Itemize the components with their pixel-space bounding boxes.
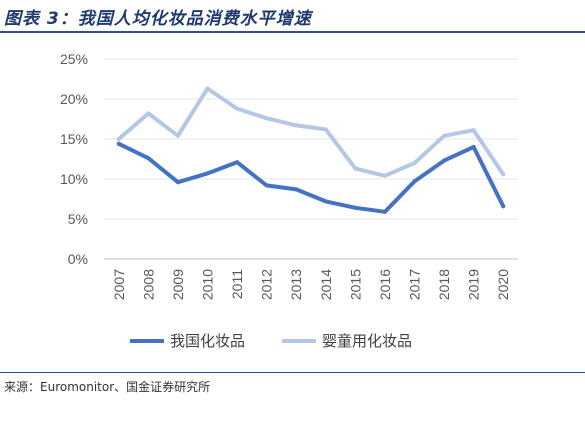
series-line-2	[116, 86, 506, 178]
data-point	[501, 204, 506, 209]
title-divider	[0, 31, 585, 33]
data-point	[205, 171, 210, 176]
data-point	[235, 106, 240, 111]
data-point	[412, 179, 417, 184]
y-tick-label: 0%	[68, 251, 88, 267]
data-point	[175, 133, 180, 138]
x-tick-label: 2019	[466, 269, 482, 300]
x-tick-label: 2007	[111, 269, 127, 300]
data-point	[264, 183, 269, 188]
figure-title: 图表 3：我国人均化妆品消费水平增速	[4, 9, 312, 29]
series-line-1	[116, 141, 506, 214]
y-tick-label: 15%	[60, 131, 88, 147]
data-point	[353, 166, 358, 171]
legend-label: 婴童用化妆品	[322, 332, 412, 350]
figure-source: 来源：Euromonitor、国金证券研究所	[4, 380, 211, 394]
x-tick-label: 2009	[170, 269, 186, 300]
x-tick-label: 2018	[436, 269, 452, 300]
data-point	[175, 180, 180, 185]
data-point	[264, 116, 269, 121]
data-point	[471, 145, 476, 149]
data-point	[382, 173, 387, 178]
data-point	[235, 160, 240, 165]
x-tick-label: 2020	[495, 269, 511, 300]
data-point	[471, 128, 476, 133]
series-lines	[116, 86, 506, 214]
gridlines	[104, 58, 518, 260]
data-point	[146, 111, 151, 116]
x-tick-label: 2011	[229, 269, 245, 299]
y-axis-ticks: 0% 5% 10% 15% 20% 25%	[60, 51, 88, 267]
x-tick-label: 2012	[259, 269, 275, 300]
x-tick-label: 2017	[407, 269, 423, 300]
figure-header: 图表 3：我国人均化妆品消费水平增速	[0, 0, 585, 34]
source-divider	[0, 372, 585, 373]
legend: 我国化妆品 婴童用化妆品	[130, 332, 412, 350]
data-point	[294, 187, 299, 192]
x-tick-label: 2008	[140, 269, 156, 300]
y-tick-label: 5%	[68, 211, 88, 227]
x-tick-label: 2016	[377, 269, 393, 300]
legend-label: 我国化妆品	[170, 332, 245, 350]
data-point	[412, 161, 417, 165]
x-tick-label: 2010	[200, 269, 216, 300]
data-point	[501, 172, 506, 177]
data-point	[442, 133, 447, 138]
data-point	[294, 123, 299, 128]
data-point	[353, 205, 358, 210]
data-point	[116, 137, 121, 141]
line-chart: 0% 5% 10% 15% 20% 25% 2007 2008 2009 2010 2011 201…	[60, 51, 518, 350]
data-point	[323, 199, 328, 204]
x-tick-label: 2014	[318, 269, 334, 300]
x-tick-label: 2013	[288, 269, 304, 300]
x-axis-ticks: 2007 2008 2009 2010 2011 2012 2013 2014 2015 2016…	[111, 269, 511, 300]
x-tick-label: 2015	[347, 269, 363, 300]
data-point	[205, 86, 210, 91]
y-tick-label: 20%	[60, 91, 88, 107]
data-point	[442, 158, 447, 163]
data-point	[146, 156, 151, 161]
data-point	[323, 127, 328, 132]
y-tick-label: 25%	[60, 51, 88, 67]
data-point	[382, 209, 387, 214]
y-tick-label: 10%	[60, 171, 88, 187]
data-point	[116, 141, 121, 146]
